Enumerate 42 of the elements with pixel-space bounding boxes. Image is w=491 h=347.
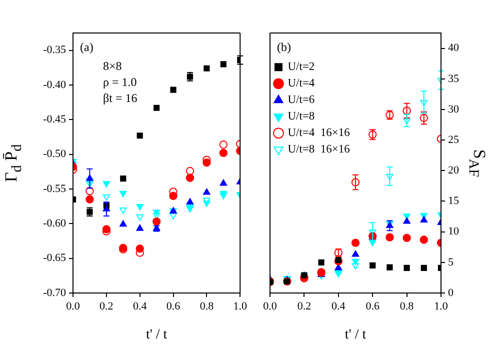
y-tick-label: -0.40 [43, 78, 66, 91]
legend-label: U/t=8 16×16 [288, 144, 350, 156]
y2-tick-label: 40 [448, 42, 460, 54]
y-tick-label: -0.35 [43, 44, 66, 56]
legend-label: U/t=4 [288, 78, 315, 90]
x-tick-label: 0.8 [400, 300, 414, 312]
x-tick-label: 0.4 [132, 300, 148, 312]
x-tick-label: 0.6 [366, 300, 380, 312]
y2-tick-label: 30 [448, 103, 460, 116]
x-tick-label: 1.0 [233, 300, 248, 312]
y2-tick-label: 25 [448, 134, 460, 146]
y-tick-label: -0.65 [43, 252, 66, 264]
x-tick-label: 0.2 [100, 300, 114, 312]
x-tick-label: 0.2 [297, 300, 312, 312]
annotation: (a) [80, 40, 94, 55]
legend-label: U/t=4 16×16 [288, 127, 350, 140]
x-axis-title: t' / t [344, 327, 366, 342]
x-axis-title: t' / t [146, 327, 168, 342]
y-tick-label: -0.45 [43, 114, 66, 126]
y-tick-label: -0.55 [43, 182, 66, 195]
annotation: ρ = 1.0 [103, 75, 137, 90]
legend-label: U/t=2 [288, 61, 315, 74]
legend-label: U/t=8 [288, 110, 315, 123]
y2-tick-label: 35 [448, 72, 460, 85]
y2-tick-label: 10 [448, 226, 460, 238]
annotation: 8×8 [103, 59, 122, 74]
y2-tick-label: 15 [448, 195, 460, 208]
x-tick-label: 1.0 [434, 300, 448, 312]
y-tick-label: -0.60 [43, 218, 66, 230]
x-tick-label: 0.8 [200, 300, 214, 312]
y2-tick-label: 0 [448, 286, 454, 299]
x-tick-label: 0.6 [166, 300, 181, 312]
annotation: βt = 16 [103, 91, 138, 106]
y2-tick-label: 5 [448, 256, 454, 268]
y-tick-label: -0.70 [43, 286, 66, 299]
y-tick-label: -0.50 [43, 148, 66, 160]
x-tick-label: 0.4 [332, 300, 346, 312]
x-tick-label: 0.0 [66, 300, 80, 312]
x-tick-label: 0.0 [263, 300, 278, 312]
legend-label: U/t=6 [288, 94, 315, 106]
y2-tick-label: 20 [448, 164, 460, 177]
annotation: (b) [277, 40, 291, 55]
